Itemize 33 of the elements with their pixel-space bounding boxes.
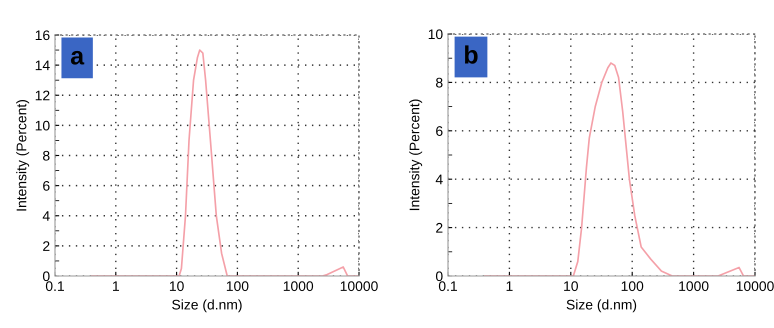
y-tick-label: 2 [43,241,50,251]
x-tick-label: 100 [226,281,248,292]
annotation: b [465,45,478,64]
x-axis-title: Size (d.nm) [566,299,636,312]
y-tick-label: 4 [436,174,443,184]
x-tick-label: 10000 [736,281,774,292]
x-tick-label: 0.1 [438,281,457,292]
x-tick-label: 10 [170,281,184,292]
x-tick-label: 10 [564,281,578,292]
y-tick-label: 8 [43,150,50,161]
annotation: a [70,50,84,65]
y-tick-label: 0 [436,271,443,282]
y-tick-label: 6 [436,126,443,136]
x-tick-label: 10000 [340,281,378,292]
x-tick-label: 100 [622,281,644,292]
y-tick-label: 6 [43,180,50,191]
y-tick-label: 14 [36,60,50,70]
y-tick-label: 10 [428,29,443,40]
y-tick-label: 16 [36,30,50,40]
x-tick-label: 1 [506,281,513,291]
x-tick-label: 0.1 [46,281,64,292]
y-axis-title: Intensity (Percent) [409,100,422,210]
y-tick-label: 2 [436,222,442,233]
x-tick-label: 1000 [679,281,709,292]
y-axis-title: Intensity (Percent) [16,100,30,211]
y-tick-label: 12 [36,90,50,100]
y-tick-label: 8 [436,78,443,88]
y-tick-label: 4 [42,211,50,221]
y-tick-label: 0 [42,271,50,282]
y-tick-label: 10 [36,120,50,131]
x-tick-label: 1 [112,281,119,291]
x-tick-label: 1000 [284,281,314,292]
x-axis-title: Size (d.nm) [172,299,242,312]
